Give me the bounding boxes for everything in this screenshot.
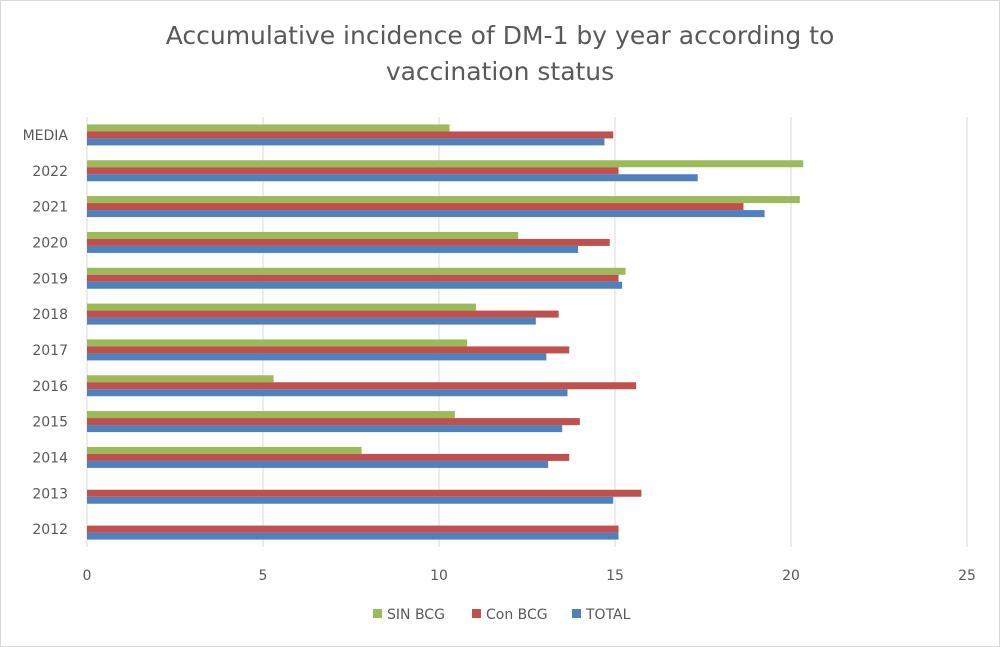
bar-total: [87, 460, 549, 468]
bar-sin-bcg: [87, 446, 362, 454]
category-label: 2013: [32, 486, 68, 502]
bar-sin-bcg: [87, 267, 626, 275]
legend-swatch: [572, 609, 581, 618]
bars: [87, 124, 804, 540]
category-label: 2022: [32, 164, 68, 180]
x-tick-label: 5: [259, 568, 268, 584]
bar-sin-bcg: [87, 124, 450, 132]
bar-sin-bcg: [87, 339, 468, 347]
category-label: 2017: [32, 343, 68, 359]
bar-con-bcg: [87, 167, 619, 175]
bar-total: [87, 317, 536, 325]
bar-total: [87, 353, 547, 361]
chart-title: Accumulative incidence of DM-1 by year a…: [165, 21, 835, 86]
bar-total: [87, 138, 605, 146]
bar-total: [87, 281, 623, 289]
x-tick-label: 25: [958, 568, 976, 584]
bar-total: [87, 389, 568, 397]
bar-con-bcg: [87, 346, 570, 354]
category-label: 2019: [32, 271, 68, 287]
bar-sin-bcg: [87, 375, 274, 383]
bar-total: [87, 210, 765, 218]
legend-label: SIN BCG: [387, 607, 445, 623]
bar-total: [87, 496, 614, 504]
legend-label: TOTAL: [585, 607, 631, 623]
bar-con-bcg: [87, 453, 570, 461]
x-tick-label: 10: [430, 568, 448, 584]
category-label: 2015: [32, 415, 68, 431]
gridlines: [86, 117, 968, 547]
bar-sin-bcg: [87, 303, 476, 311]
bar-total: [87, 532, 619, 540]
bar-con-bcg: [87, 203, 744, 211]
bar-con-bcg: [87, 382, 637, 390]
category-labels: MEDIA 2022 2021 2020 2019 2018 2017 2016 2015 201…: [23, 128, 69, 538]
x-tick-label: 20: [782, 568, 800, 584]
category-label: MEDIA: [23, 128, 69, 144]
legend-label: Con BCG: [486, 607, 548, 623]
bar-sin-bcg: [87, 160, 804, 168]
category-label: 2021: [32, 200, 68, 216]
bar-total: [87, 245, 579, 253]
x-tick-labels: 0 5 10 15 20 25: [83, 568, 976, 584]
bar-con-bcg: [87, 489, 642, 497]
x-tick-label: 0: [83, 568, 92, 584]
bar-sin-bcg: [87, 231, 519, 239]
category-label: 2016: [32, 379, 68, 395]
category-label: 2014: [32, 450, 68, 466]
bar-con-bcg: [87, 418, 580, 426]
bar-con-bcg: [87, 131, 614, 139]
legend-swatch: [373, 609, 382, 618]
bar-con-bcg: [87, 525, 619, 533]
bar-total: [87, 174, 698, 182]
bar-total: [87, 425, 563, 433]
category-label: 2018: [32, 307, 68, 323]
category-label: 2012: [32, 522, 68, 538]
legend-swatch: [472, 609, 481, 618]
x-tick-label: 15: [606, 568, 624, 584]
legend: SIN BCG Con BCG TOTAL: [373, 607, 631, 623]
bar-con-bcg: [87, 310, 559, 318]
category-label: 2020: [32, 235, 68, 251]
bar-sin-bcg: [87, 411, 455, 419]
bar-con-bcg: [87, 238, 610, 246]
bar-sin-bcg: [87, 196, 800, 204]
bar-con-bcg: [87, 274, 619, 282]
